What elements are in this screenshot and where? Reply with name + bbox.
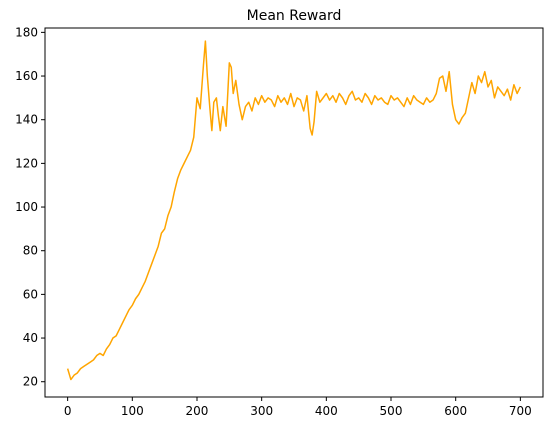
x-axis: 0 100 200 300 400 500 600 700 <box>64 397 532 418</box>
y-tick-label: 160 <box>15 69 38 83</box>
plot-frame <box>44 27 544 398</box>
x-tick-label: 300 <box>250 404 273 418</box>
y-axis: 20 40 60 80 100 120 140 160 180 <box>15 25 45 389</box>
x-tick-label: 0 <box>64 404 72 418</box>
y-tick-label: 40 <box>23 331 38 345</box>
x-tick-label: 100 <box>121 404 144 418</box>
x-tick-label: 200 <box>186 404 209 418</box>
x-tick-label: 700 <box>509 404 532 418</box>
y-tick-label: 60 <box>23 287 38 301</box>
x-tick-label: 600 <box>444 404 467 418</box>
y-tick-label: 140 <box>15 113 38 127</box>
chart-title: Mean Reward <box>247 8 342 24</box>
x-tick-label: 500 <box>380 404 403 418</box>
series-line <box>66 40 522 381</box>
y-tick-label: 100 <box>15 200 38 214</box>
y-tick-label: 120 <box>15 156 38 170</box>
y-tick-label: 180 <box>15 25 38 39</box>
y-tick-label: 80 <box>23 244 38 258</box>
x-tick-label: 400 <box>315 404 338 418</box>
y-tick-label: 20 <box>23 375 38 389</box>
